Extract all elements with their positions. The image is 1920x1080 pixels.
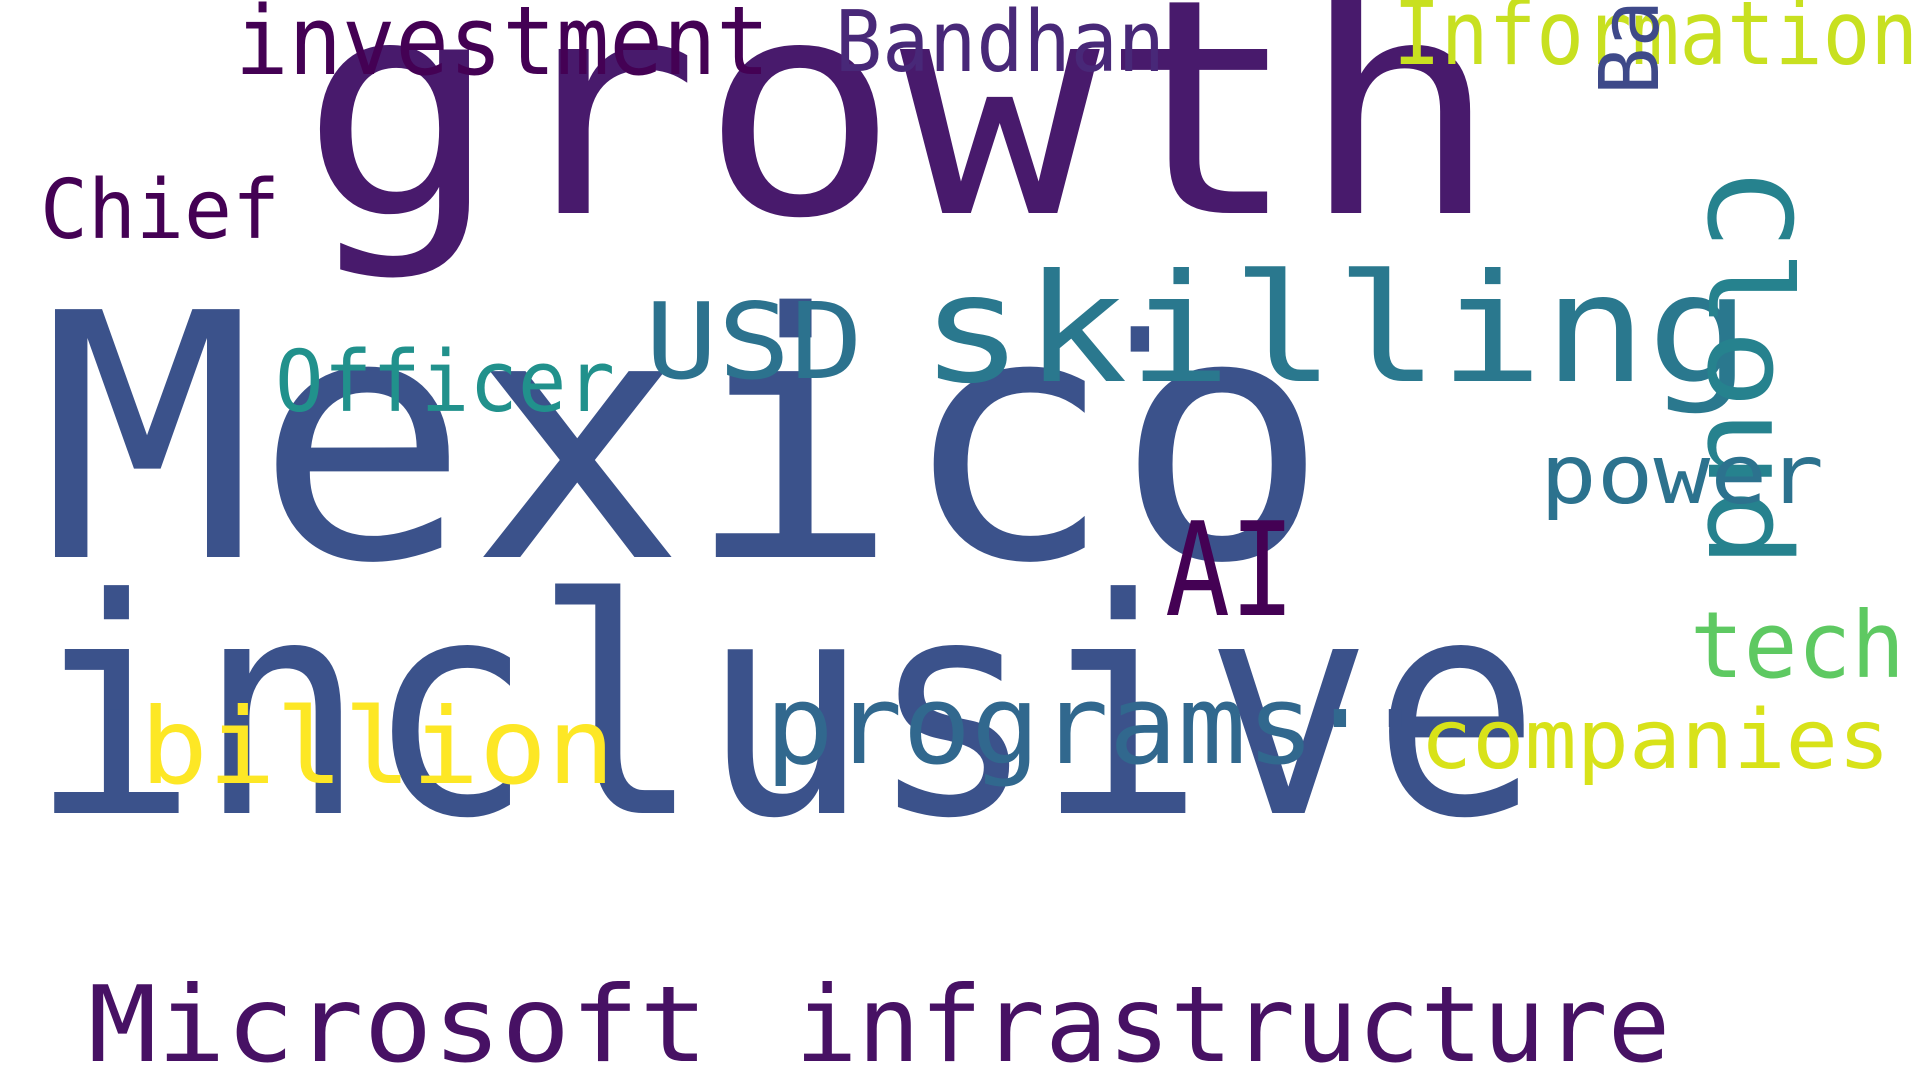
- word-dot: ·: [85, 650, 145, 789]
- word-dot: ·: [1310, 650, 1370, 789]
- word-officer: Officer: [275, 333, 615, 432]
- word-bank: Bank: [1583, 0, 1678, 96]
- word-bandhan: Bandhan: [835, 0, 1165, 92]
- word-chief: Chief: [40, 163, 280, 258]
- word-microsoft: Microsoft: [88, 964, 709, 1080]
- word-dot: ·: [1095, 241, 1185, 439]
- word-usd: USD: [645, 281, 864, 403]
- word-infrastructure: infrastructure: [795, 964, 1671, 1080]
- word-information: Information: [1392, 0, 1918, 85]
- word-billion: billion: [140, 686, 615, 808]
- word-companies: companies: [1420, 693, 1891, 788]
- word-power: power: [1540, 428, 1824, 523]
- word-investment: investment: [235, 0, 770, 97]
- word-mexico: Mexico: [40, 242, 1330, 638]
- word-programs: programs: [765, 661, 1315, 789]
- word-growth: growth: [300, 0, 1500, 284]
- word-inclusive: inclusive: [30, 535, 1541, 884]
- word-skilling: skilling: [920, 243, 1751, 417]
- word-dot: ·: [1365, 650, 1425, 789]
- word-tech: tech: [1690, 592, 1905, 699]
- word-ai: AI: [1165, 494, 1295, 646]
